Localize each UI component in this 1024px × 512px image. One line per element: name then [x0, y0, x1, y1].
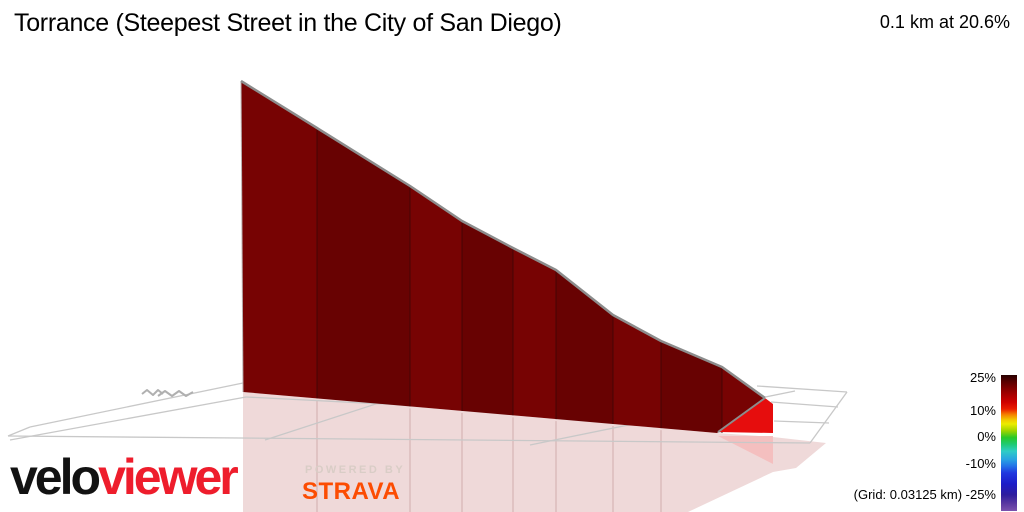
ground-grid-line	[7, 435, 811, 444]
powered-by-label: POWERED BY	[305, 464, 406, 476]
profile-top-edge	[240, 79, 766, 400]
end-face	[718, 398, 773, 433]
ground-grid-line	[29, 382, 244, 428]
legend-tick-label: (Grid: 0.03125 km) -25%	[853, 487, 996, 502]
ground-grid-line	[7, 426, 31, 437]
ground-grid-line	[264, 401, 383, 441]
ground-grid-line	[756, 385, 848, 393]
ground-grid-line	[9, 396, 247, 441]
fold-edge	[717, 397, 766, 433]
legend-tick-label: -10%	[965, 456, 996, 471]
elevation-surface	[241, 81, 765, 433]
legend-tick-label: 25%	[969, 370, 996, 385]
logo-viewer-text: viewer	[98, 449, 239, 505]
segment-shade	[462, 221, 513, 416]
profile-summary: 0.1 km at 20.6%	[879, 12, 1010, 32]
ground-grid-line	[809, 391, 848, 444]
segment-shade	[317, 128, 410, 407]
segment-shade	[556, 270, 613, 425]
logo-velo-text: velo	[10, 449, 101, 505]
gradient-legend-bar	[1001, 375, 1017, 511]
axis-squiggle-icon	[157, 390, 194, 397]
strava-logo[interactable]: STRAVA	[302, 478, 401, 505]
page-title: Torrance (Steepest Street in the City of…	[14, 9, 562, 37]
ground-grid-line	[773, 420, 830, 424]
ground-grid-line	[770, 401, 839, 408]
legend-tick-label: 10%	[969, 403, 996, 418]
legend-tick-label: 0%	[977, 429, 996, 444]
segment-shade	[661, 341, 722, 433]
profile-left-edge	[240, 80, 244, 393]
axis-squiggle-icon	[141, 389, 164, 396]
veloviewer-logo[interactable]: veloviewer	[10, 449, 239, 505]
reflection	[243, 392, 826, 512]
